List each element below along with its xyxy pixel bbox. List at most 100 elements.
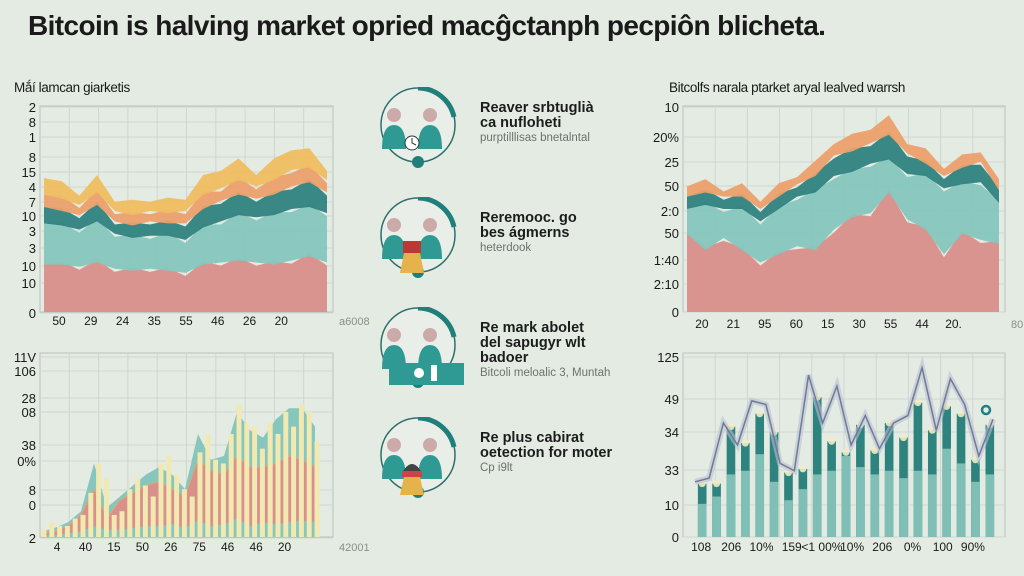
x-tick-label: 0% bbox=[904, 540, 922, 554]
data-point bbox=[900, 434, 908, 442]
area-series-5 bbox=[44, 148, 327, 216]
feature-heading: bes ágmerns bbox=[480, 225, 570, 241]
feature-item: Reaver srbtuglià ca nufloheti purptilllisa… bbox=[374, 87, 644, 177]
x-tick-label: 42001 bbox=[339, 542, 370, 554]
x-tick-label: 75 bbox=[193, 540, 207, 554]
y-tick-label: 50 bbox=[665, 179, 679, 194]
y-tick-label: 2 bbox=[29, 100, 36, 115]
y-tick-label: 4 bbox=[29, 180, 36, 195]
bar bbox=[181, 489, 187, 537]
bar-light bbox=[726, 474, 736, 537]
bar bbox=[205, 433, 211, 537]
feature-caption: purptilllisas bnetalntal bbox=[480, 132, 590, 144]
y-tick-label: 20% bbox=[653, 130, 679, 145]
bar bbox=[283, 411, 289, 537]
x-tick-label: 10% bbox=[840, 540, 864, 554]
bell-workers-icon bbox=[380, 417, 457, 498]
bar-light bbox=[913, 470, 923, 537]
data-point bbox=[799, 465, 807, 473]
area-series-2 bbox=[44, 203, 327, 273]
feature-caption: Cp i9lt bbox=[480, 462, 513, 474]
chart-2-title: Bitcolfs narala ptarket aryal lealved wa… bbox=[669, 80, 906, 95]
x-tick-label: 95 bbox=[758, 317, 772, 331]
y-tick-label: 38 bbox=[22, 438, 36, 453]
bar-light bbox=[942, 448, 951, 537]
data-point bbox=[842, 448, 850, 456]
y-tick-label: 33 bbox=[665, 463, 679, 478]
data-point bbox=[957, 410, 965, 418]
y-tick-label: 2:0 bbox=[661, 204, 679, 219]
x-tick-label: 159 bbox=[782, 540, 802, 554]
y-tick-label: 106 bbox=[14, 364, 36, 379]
bar bbox=[220, 463, 226, 537]
x-tick-label: 15 bbox=[107, 540, 121, 554]
x-tick-label: 15 bbox=[821, 317, 835, 331]
chart-1-title: Mắí lamcan giarketis bbox=[14, 80, 130, 95]
data-point bbox=[914, 399, 922, 407]
feature-heading: Reaver srbtuglià bbox=[480, 100, 594, 116]
x-tick-label: 44 bbox=[915, 317, 929, 331]
feature-heading: Reremooc. go bbox=[480, 210, 577, 226]
x-tick-label: 50 bbox=[52, 314, 66, 328]
bar-light bbox=[741, 470, 750, 537]
bar-light bbox=[784, 500, 793, 537]
bar bbox=[189, 496, 195, 537]
bar bbox=[142, 485, 148, 537]
bar bbox=[72, 518, 78, 537]
bar bbox=[80, 514, 86, 537]
x-tick-label: 46 bbox=[211, 314, 225, 328]
area-series-2 bbox=[687, 156, 999, 263]
x-tick-label: a6008 bbox=[339, 316, 370, 328]
bar-light bbox=[899, 478, 908, 537]
bar bbox=[64, 525, 70, 537]
y-tick-label: 125 bbox=[657, 350, 679, 365]
y-tick-label: 10 bbox=[22, 209, 36, 224]
x-tick-label: <1 00% bbox=[801, 540, 842, 554]
feature-caption: Bitcoli meloalic 3, Muntah bbox=[480, 367, 611, 379]
bar bbox=[57, 525, 63, 537]
bar bbox=[158, 463, 164, 537]
y-tick-label: 3 bbox=[29, 241, 36, 256]
bar-light bbox=[798, 489, 808, 537]
y-tick-label: 49 bbox=[665, 392, 679, 407]
x-tick-label: 20 bbox=[278, 540, 292, 554]
bar bbox=[306, 411, 312, 537]
page-title: Bitcoin is halving market opried macĝcta… bbox=[28, 10, 826, 41]
y-tick-label: 0 bbox=[29, 498, 36, 513]
area-series-3 bbox=[44, 179, 327, 240]
x-tick-label: 60 bbox=[790, 317, 804, 331]
bar bbox=[244, 422, 250, 537]
bar-dark bbox=[913, 402, 923, 537]
x-tick-label: 55 bbox=[884, 317, 898, 331]
bar bbox=[228, 433, 234, 537]
feature-heading: ca nufloheti bbox=[480, 115, 562, 131]
y-tick-label: 8 bbox=[29, 483, 36, 498]
bar bbox=[41, 529, 47, 537]
x-tick-label: 50 bbox=[136, 540, 150, 554]
x-tick-label: 46 bbox=[249, 540, 263, 554]
bar-light bbox=[956, 463, 966, 537]
bar bbox=[166, 456, 172, 537]
bar bbox=[252, 426, 258, 537]
bar bbox=[259, 448, 265, 537]
bar bbox=[275, 433, 281, 537]
x-tick-label: 46 bbox=[221, 540, 235, 554]
y-tick-label: 8 bbox=[29, 150, 36, 165]
data-point bbox=[756, 410, 764, 418]
bar-light bbox=[884, 470, 894, 537]
y-tick-label: 3 bbox=[29, 224, 36, 239]
x-tick-label: 90% bbox=[961, 540, 985, 554]
feature-item: Re mark abolet del sapugyr wlt badoer Bitco… bbox=[374, 307, 644, 397]
feature-text: Reremooc. go bes ágmerns heterdook bbox=[480, 211, 577, 255]
bar bbox=[150, 496, 156, 537]
y-tick-label: 0 bbox=[672, 530, 679, 545]
y-tick-label: 0% bbox=[17, 454, 36, 469]
chart-2: 10 20% 25 50 2:0 50 1:40 2:10 0 20 21 95 60 15 30 55 44 2… bbox=[653, 100, 1024, 331]
area-series-4 bbox=[687, 115, 999, 209]
data-point bbox=[828, 437, 836, 445]
y-tick-label: 1 bbox=[29, 130, 36, 145]
x-tick-label: 26 bbox=[164, 540, 178, 554]
feature-caption: heterdook bbox=[480, 242, 532, 254]
